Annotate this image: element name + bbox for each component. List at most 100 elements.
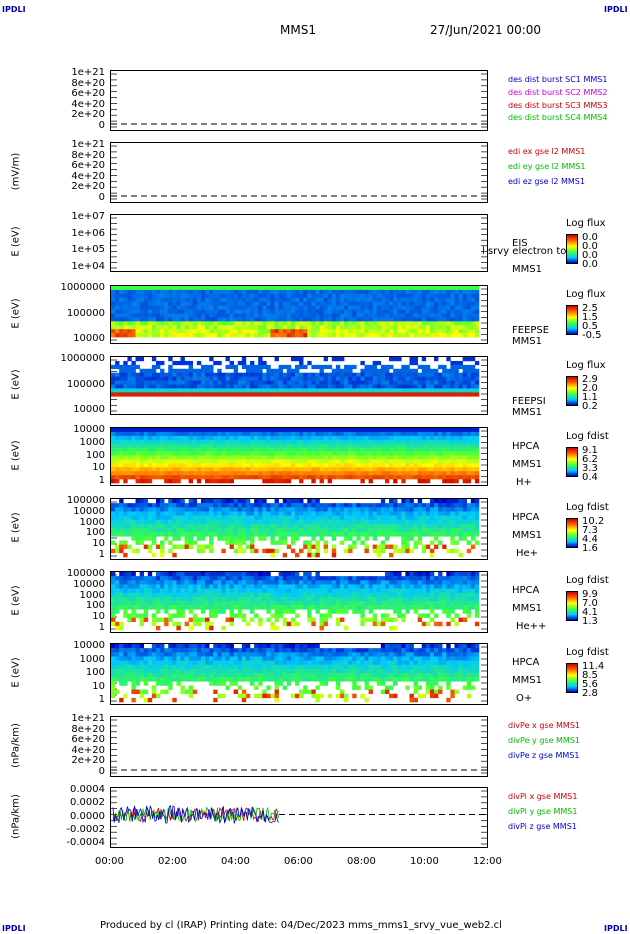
spectrogram-cell: [397, 428, 402, 433]
spectrogram-cell: [180, 286, 185, 291]
spectrogram-cell: [200, 580, 206, 585]
spectrogram-cell: [127, 329, 132, 334]
spectrogram-cell: [172, 329, 177, 334]
spectrogram-cell: [119, 329, 124, 334]
spectrogram-cell: [225, 576, 230, 581]
spectrogram-cell: [413, 503, 418, 508]
spectrogram-cell: [250, 511, 255, 516]
spectrogram-cell: [192, 428, 198, 433]
spectrogram-cell: [192, 376, 198, 381]
spectrogram-cell: [209, 372, 214, 377]
spectrogram-cell: [188, 364, 194, 370]
spectrogram-cell: [200, 301, 206, 306]
spectrogram-cell: [245, 536, 251, 541]
spectrogram-cell: [245, 333, 251, 338]
spectrogram-cell: [278, 596, 284, 602]
spectrogram-cell: [344, 515, 349, 521]
spectrogram-cell: [151, 471, 157, 476]
spectrogram-cell: [172, 289, 177, 295]
spectrogram-cell: [160, 435, 165, 441]
spectrogram-cell: [352, 333, 357, 338]
spectrogram-cell: [147, 435, 153, 441]
spectrogram-cell: [233, 428, 239, 433]
spectrogram-cell: [245, 499, 251, 504]
spectrogram-cell: [258, 317, 263, 322]
spectrogram-cell: [389, 380, 394, 385]
spectrogram-cell: [200, 507, 206, 512]
spectrogram-cell: [184, 286, 189, 291]
spectrogram-cell: [401, 368, 406, 374]
spectrogram-cell: [196, 431, 202, 437]
spectrogram-cell: [327, 511, 333, 516]
spectrogram-cell: [409, 439, 414, 445]
spectrogram-cell: [339, 431, 345, 437]
spectrogram-cell: [352, 471, 357, 476]
spectrogram-cell: [123, 601, 128, 606]
spectrogram-cell: [348, 592, 353, 598]
spectrogram-cell: [266, 289, 271, 295]
y-tick-label: 1e+21: [71, 67, 105, 78]
spectrogram-cell: [421, 388, 427, 393]
spectrogram-cell: [462, 301, 468, 306]
spectrogram-cell: [372, 309, 378, 314]
spectrogram-cell: [331, 584, 337, 589]
spectrogram-cell: [348, 443, 353, 448]
spectrogram-cell: [335, 580, 341, 585]
spectrogram-cell: [119, 380, 124, 385]
spectrogram-cell: [434, 536, 439, 541]
spectrogram-cell: [299, 293, 304, 299]
spectrogram-cell: [164, 523, 169, 529]
spectrogram-cell: [290, 592, 296, 598]
spectrogram-cell: [446, 357, 451, 362]
spectrogram-cell: [429, 305, 435, 310]
spectrogram-cell: [270, 471, 275, 476]
spectrogram-cell: [180, 376, 185, 381]
spectrogram-cell: [241, 455, 247, 460]
spectrogram-cell: [196, 289, 202, 295]
spectrogram-cell: [192, 515, 198, 521]
spectrogram-cell: [470, 523, 476, 529]
spectrogram-cell: [266, 609, 271, 614]
spectrogram-cell: [290, 431, 296, 437]
spectrogram-cell: [446, 467, 451, 472]
spectrogram-cell: [417, 384, 423, 389]
spectrogram-cell: [331, 515, 337, 521]
spectrogram-cell: [143, 431, 149, 437]
spectrogram-cell: [151, 613, 157, 618]
spectrogram-cell: [123, 333, 128, 338]
y-tick-label: 1e+21: [71, 139, 105, 150]
spectrogram-cell: [225, 475, 230, 480]
spectrogram-cell: [176, 439, 181, 445]
spectrogram-cell: [225, 329, 230, 334]
spectrogram-cell: [147, 503, 153, 508]
spectrogram-cell: [180, 372, 185, 377]
spectrogram-cell: [360, 435, 365, 441]
spectrogram-cell: [127, 293, 132, 299]
spectrogram-cell: [348, 503, 353, 508]
spectrogram-cell: [254, 580, 259, 585]
spectrogram-cell: [111, 584, 116, 589]
spectrogram-cell: [213, 475, 218, 480]
legend-entry: des dist burst SC1 MMS1: [508, 75, 608, 84]
spectrogram-cell: [335, 592, 341, 598]
spectrogram-cell: [196, 313, 202, 318]
spectrogram-cell: [184, 384, 189, 389]
spectrogram-cell: [315, 523, 320, 529]
spectrogram-cell: [127, 515, 132, 521]
spectrogram-cell: [290, 588, 296, 594]
spectrogram-cell: [380, 329, 386, 334]
spectrogram-cell: [470, 467, 476, 472]
spectrogram-cell: [368, 380, 373, 385]
spectrogram-cell: [270, 507, 275, 512]
spectrogram-cell: [258, 321, 263, 326]
spectrogram-cell: [282, 451, 288, 456]
spectrogram-cell: [241, 443, 247, 448]
spectrogram-cell: [303, 532, 308, 537]
spectrogram-cell: [176, 519, 181, 525]
spectrogram-cell: [151, 388, 157, 393]
spectrogram-cell: [160, 467, 165, 472]
spectrogram-cell: [425, 364, 431, 370]
spectrogram-cell: [466, 392, 472, 397]
spectrogram-cell: [221, 507, 226, 512]
spectrogram-cell: [470, 293, 476, 299]
